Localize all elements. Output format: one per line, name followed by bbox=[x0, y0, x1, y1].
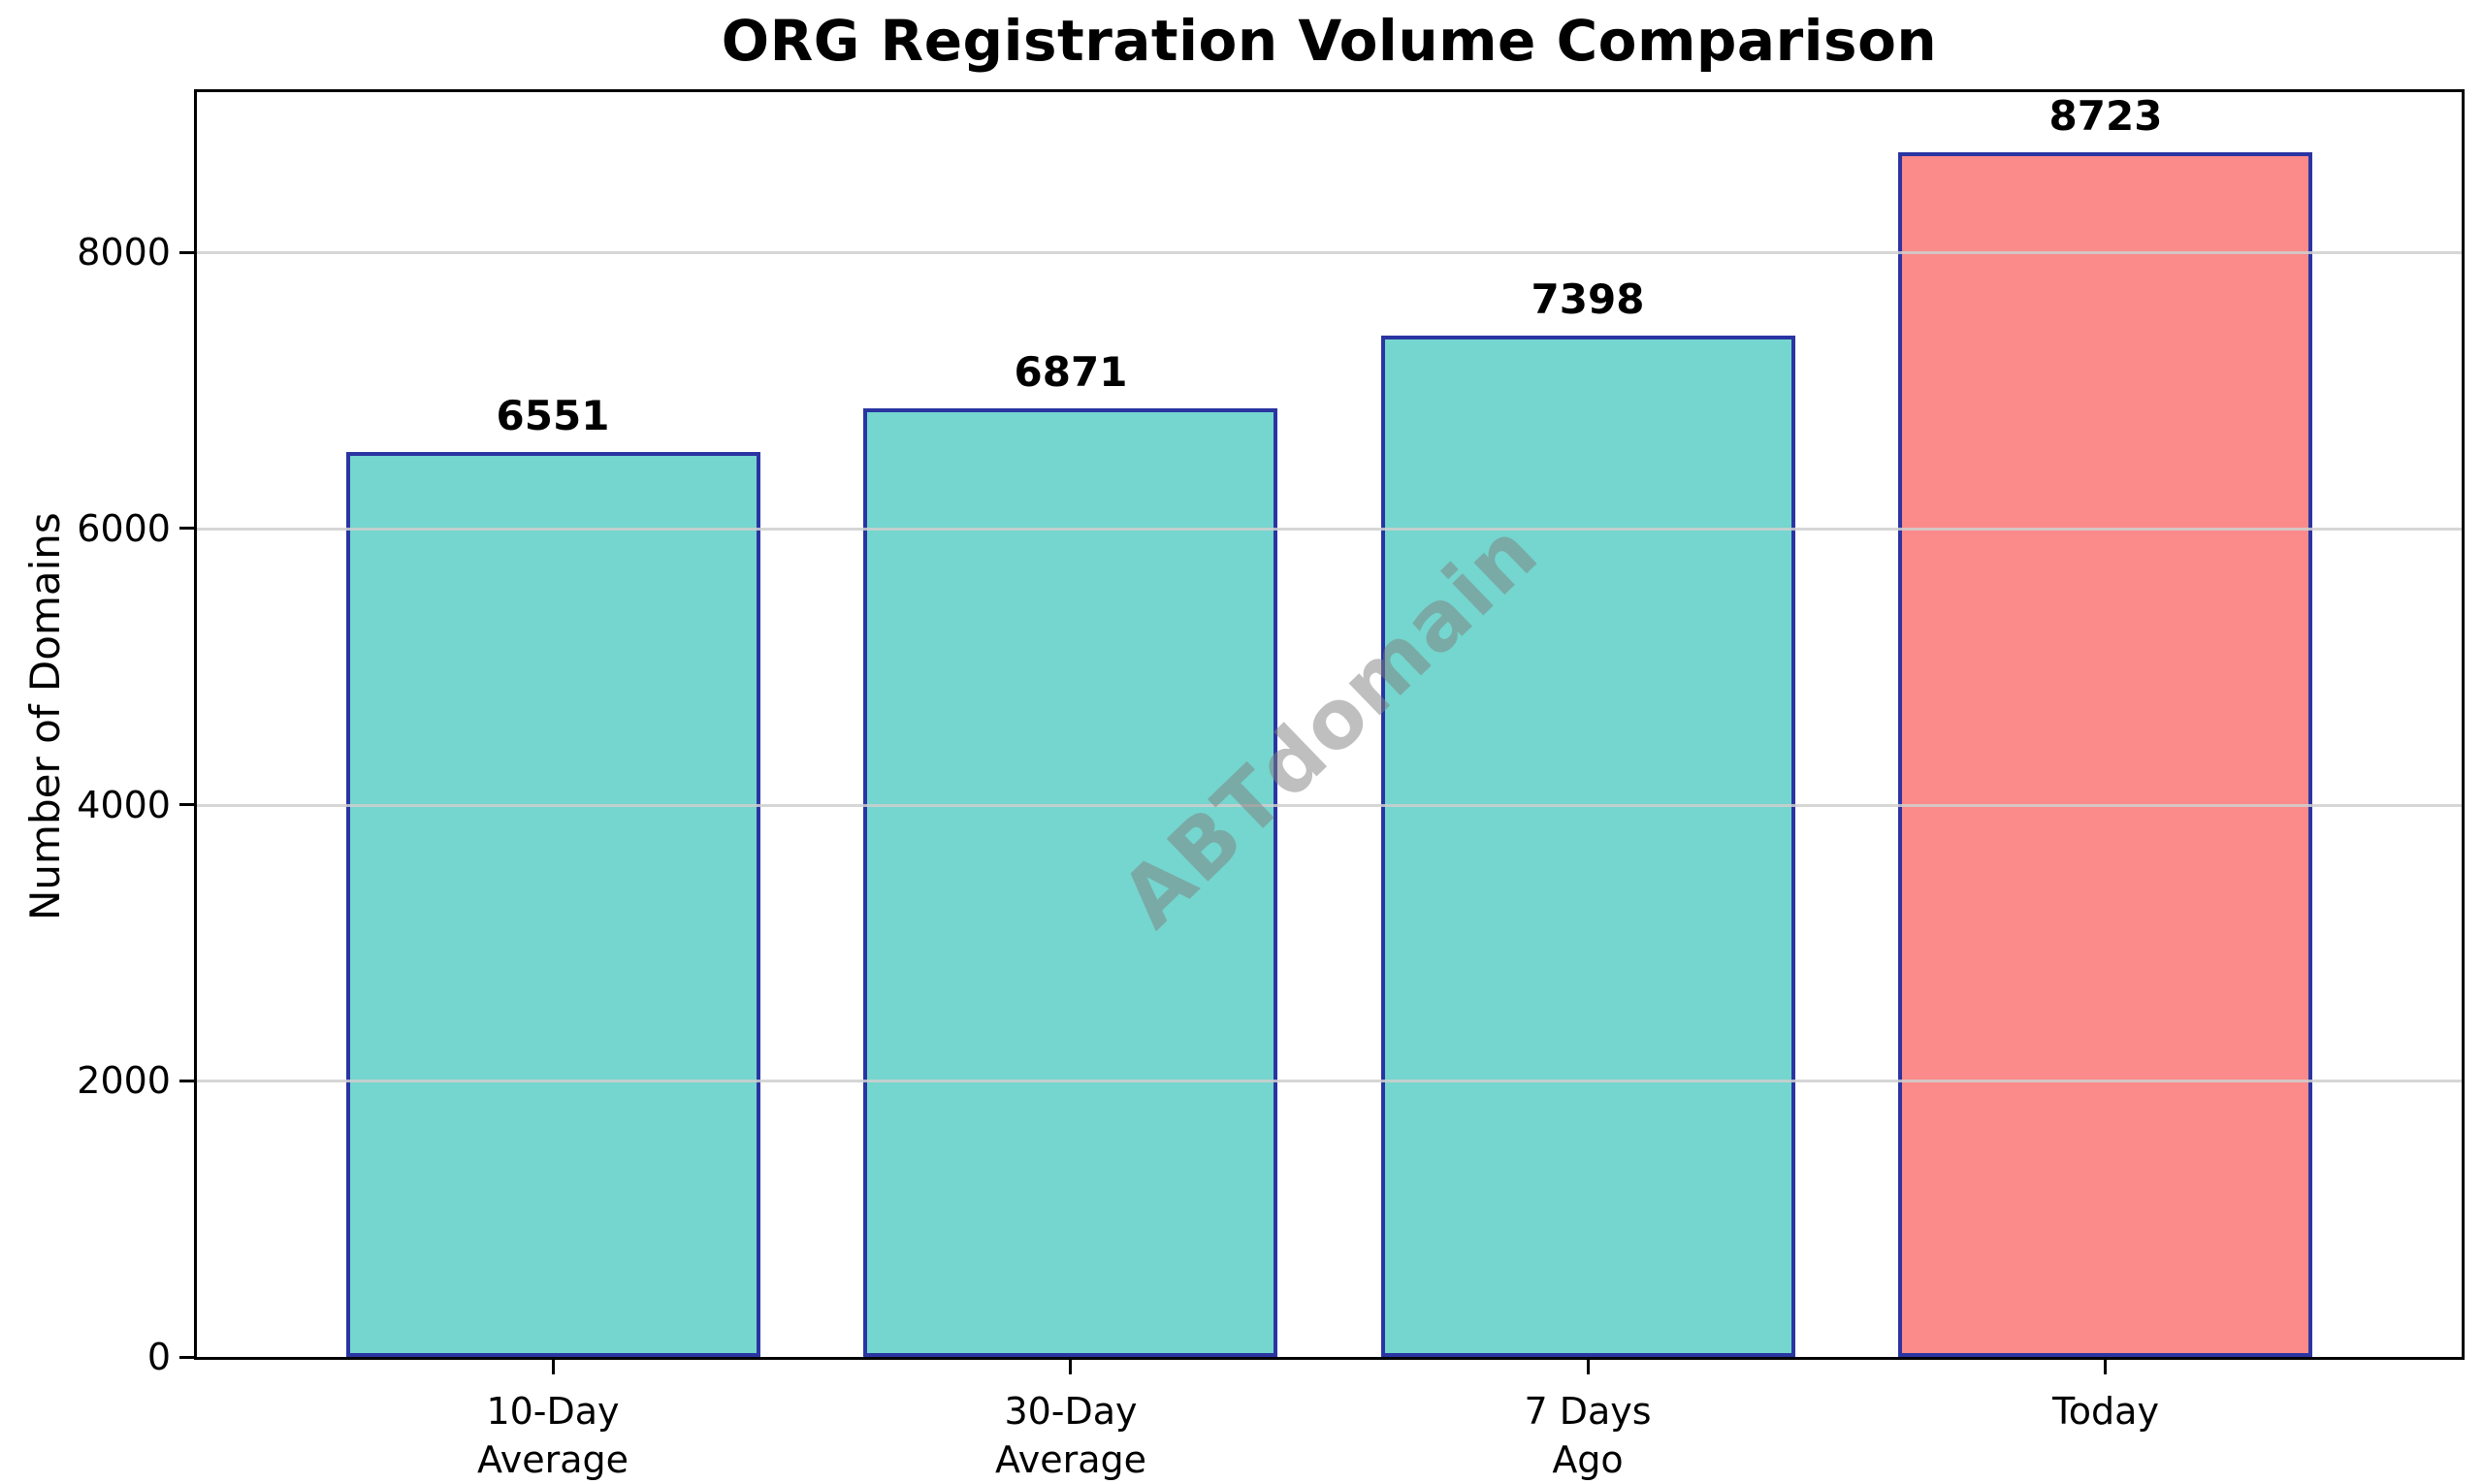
xtick-label-2: 30-Day Average bbox=[994, 1390, 1147, 1482]
ytick-label-0: 0 bbox=[146, 1336, 171, 1378]
gridline-2000 bbox=[197, 1080, 2462, 1083]
bar-4 bbox=[1898, 152, 2312, 1357]
bar-value-label-2: 6871 bbox=[1014, 348, 1128, 396]
bar-value-label-4: 8723 bbox=[2048, 92, 2163, 140]
bar-value-label-3: 7398 bbox=[1531, 275, 1645, 323]
bar-2 bbox=[863, 408, 1277, 1357]
xtick-mark-4 bbox=[2104, 1360, 2107, 1374]
bar-1 bbox=[346, 452, 760, 1357]
y-axis-label: Number of Domains bbox=[21, 512, 69, 920]
bar-value-label-1: 6551 bbox=[496, 392, 610, 439]
ytick-mark-6000 bbox=[179, 527, 194, 530]
bar-3 bbox=[1381, 336, 1795, 1357]
ytick-label-6000: 6000 bbox=[77, 507, 171, 550]
xtick-mark-3 bbox=[1587, 1360, 1590, 1374]
xtick-mark-2 bbox=[1069, 1360, 1072, 1374]
gridline-4000 bbox=[197, 803, 2462, 807]
xtick-mark-1 bbox=[552, 1360, 555, 1374]
xtick-label-4: Today bbox=[2052, 1390, 2159, 1433]
ytick-mark-8000 bbox=[179, 251, 194, 254]
ytick-mark-0 bbox=[179, 1356, 194, 1359]
gridline-6000 bbox=[197, 527, 2462, 531]
gridline-8000 bbox=[197, 251, 2462, 255]
plot-area: 6551 6871 7398 8723 ABTdomain bbox=[194, 89, 2465, 1360]
xtick-label-3: 7 Days Ago bbox=[1524, 1390, 1652, 1482]
ytick-label-2000: 2000 bbox=[77, 1059, 171, 1102]
ytick-label-8000: 8000 bbox=[77, 231, 171, 274]
chart-title: ORG Registration Volume Comparison bbox=[721, 8, 1938, 74]
ytick-mark-2000 bbox=[179, 1080, 194, 1082]
xtick-label-1: 10-Day Average bbox=[476, 1390, 629, 1482]
ytick-mark-4000 bbox=[179, 803, 194, 806]
ytick-label-4000: 4000 bbox=[77, 784, 171, 826]
